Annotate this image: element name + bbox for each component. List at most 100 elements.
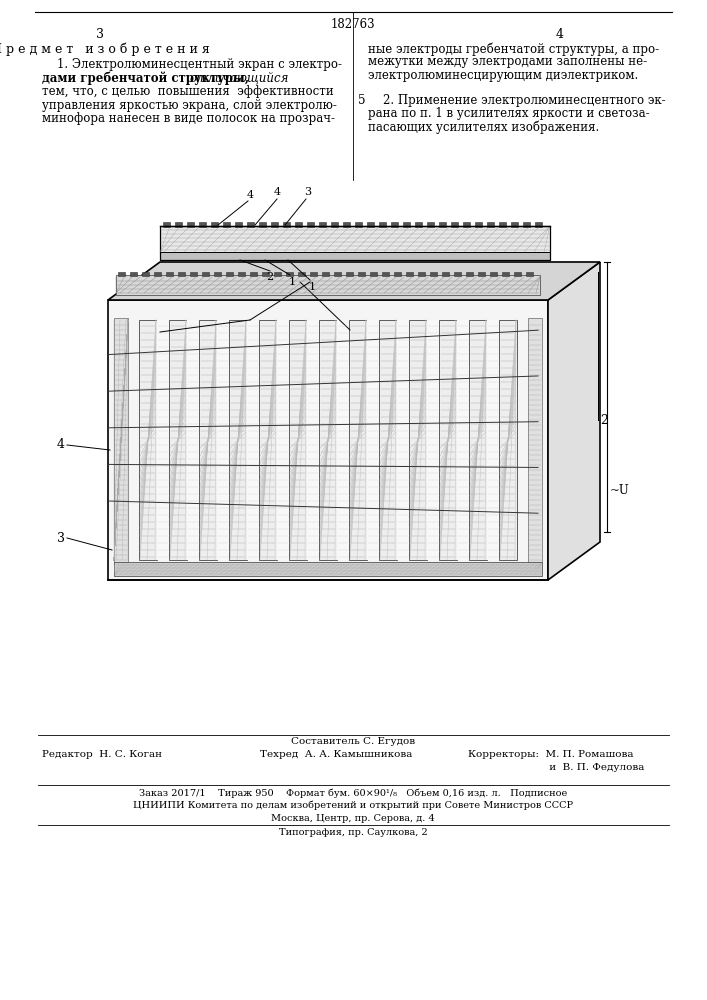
Bar (430, 272, 437, 276)
Bar (199, 222, 206, 227)
Text: Редактор  Н. С. Коган: Редактор Н. С. Коган (42, 750, 162, 759)
Bar (259, 222, 266, 227)
Bar (478, 272, 485, 276)
Bar (118, 272, 125, 276)
Bar (418, 272, 425, 276)
Bar (202, 272, 209, 276)
Bar (334, 272, 341, 276)
Bar (439, 222, 446, 227)
Text: 1: 1 (288, 277, 296, 287)
Text: 2. Применение электролюминесцентного эк-: 2. Применение электролюминесцентного эк- (368, 94, 665, 107)
Text: управления яркостью экрана, слой электролю-: управления яркостью экрана, слой электро… (42, 99, 337, 111)
Bar (223, 222, 230, 227)
Text: 1: 1 (308, 282, 315, 292)
Bar (277, 320, 289, 560)
Bar (469, 320, 487, 560)
Bar (367, 222, 374, 227)
Text: дами гребенчатой структуры,: дами гребенчатой структуры, (42, 72, 253, 85)
Bar (511, 222, 518, 227)
Text: пасающих усилителях изображения.: пасающих усилителях изображения. (368, 121, 600, 134)
Bar (331, 222, 338, 227)
Bar (108, 300, 548, 580)
Text: ные электроды гребенчатой структуры, а про-: ные электроды гребенчатой структуры, а п… (368, 42, 659, 55)
Bar (370, 272, 377, 276)
Bar (259, 320, 277, 560)
Bar (502, 272, 509, 276)
Text: межутки между электродами заполнены не-: межутки между электродами заполнены не- (368, 55, 647, 68)
Bar (295, 222, 302, 227)
Bar (355, 222, 362, 227)
Bar (199, 320, 217, 560)
Bar (289, 320, 307, 560)
Bar (487, 320, 499, 560)
Bar (247, 320, 259, 560)
Bar (457, 320, 469, 560)
Bar (160, 252, 550, 260)
Bar (247, 222, 254, 227)
Bar (142, 272, 149, 276)
Bar (403, 222, 410, 227)
Bar (499, 320, 517, 560)
Bar (358, 272, 365, 276)
Bar (187, 320, 199, 560)
Text: Техред  А. А. Камышникова: Техред А. А. Камышникова (260, 750, 412, 759)
Bar (349, 320, 367, 560)
Text: 4: 4 (247, 190, 254, 200)
Polygon shape (548, 262, 600, 580)
Bar (178, 272, 185, 276)
Polygon shape (108, 262, 600, 300)
Text: 2: 2 (267, 272, 274, 282)
Text: 3: 3 (96, 28, 104, 41)
Bar (451, 222, 458, 227)
Text: Корректоры:  М. П. Ромашова: Корректоры: М. П. Ромашова (468, 750, 633, 759)
Text: электролюминесцирующим диэлектриком.: электролюминесцирующим диэлектриком. (368, 69, 638, 82)
Text: П р е д м е т   и з о б р е т е н и я: П р е д м е т и з о б р е т е н и я (0, 42, 209, 55)
Bar (337, 320, 349, 560)
Text: тем, что, с целью  повышения  эффективности: тем, что, с целью повышения эффективност… (42, 85, 334, 98)
Bar (427, 320, 439, 560)
Bar (463, 222, 470, 227)
Bar (427, 222, 434, 227)
Bar (235, 222, 242, 227)
Bar (514, 272, 521, 276)
Bar (271, 222, 278, 227)
Text: Составитель С. Егудов: Составитель С. Егудов (291, 737, 415, 746)
Bar (175, 222, 182, 227)
Bar (250, 272, 257, 276)
Bar (466, 272, 473, 276)
Text: 2: 2 (600, 414, 608, 426)
Bar (154, 272, 161, 276)
Bar (490, 272, 497, 276)
Bar (262, 272, 269, 276)
Bar (409, 320, 427, 560)
Text: Заказ 2017/1    Тираж 950    Формат бум. 60×90¹/₈   Объем 0,16 изд. л.   Подписн: Заказ 2017/1 Тираж 950 Формат бум. 60×90… (139, 788, 567, 798)
Bar (535, 222, 542, 227)
Bar (214, 272, 221, 276)
Bar (319, 320, 337, 560)
Bar (379, 320, 397, 560)
Bar (406, 272, 413, 276)
Bar (454, 272, 461, 276)
Bar (367, 320, 379, 560)
Bar (310, 272, 317, 276)
Bar (217, 320, 229, 560)
Bar (487, 222, 494, 227)
Text: отличающийся: отличающийся (190, 72, 289, 85)
Text: и  В. П. Федулова: и В. П. Федулова (468, 763, 644, 772)
Text: ЦНИИПИ Комитета по делам изобретений и открытий при Совете Министров СССР: ЦНИИПИ Комитета по делам изобретений и о… (133, 801, 573, 810)
Bar (157, 320, 169, 560)
Text: 4: 4 (57, 438, 65, 452)
Bar (307, 222, 314, 227)
Bar (130, 272, 137, 276)
Text: 182763: 182763 (331, 18, 375, 31)
Bar (298, 272, 305, 276)
Bar (397, 320, 409, 560)
Bar (286, 272, 293, 276)
Text: 5: 5 (358, 94, 366, 107)
Bar (139, 320, 157, 560)
Bar (475, 222, 482, 227)
Bar (343, 222, 350, 227)
Bar (439, 320, 457, 560)
Bar (523, 222, 530, 227)
Bar (169, 320, 187, 560)
